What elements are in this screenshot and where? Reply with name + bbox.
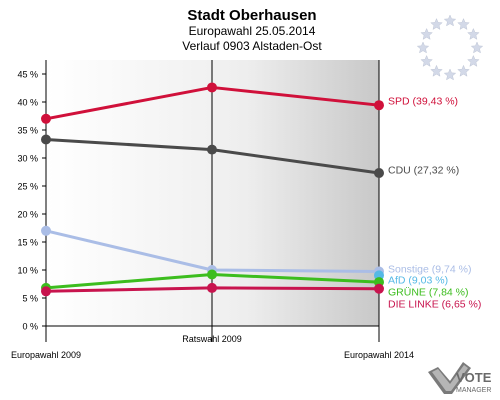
data-point bbox=[374, 283, 384, 294]
data-point bbox=[41, 286, 51, 297]
data-point bbox=[207, 282, 217, 293]
series-label: SPD (39,43 %) bbox=[388, 96, 458, 108]
y-tick-label: 0 % bbox=[22, 322, 38, 332]
logo-subtext: MANAGER bbox=[456, 387, 491, 394]
star-icon bbox=[420, 54, 433, 67]
data-point bbox=[41, 113, 51, 124]
y-tick-label: 10 % bbox=[17, 266, 38, 276]
chart-title: Stadt Oberhausen bbox=[187, 7, 316, 24]
star-icon bbox=[443, 68, 457, 81]
logo-text: VOTE bbox=[456, 370, 492, 385]
vote-manager-logo: VOTE MANAGER bbox=[428, 362, 492, 394]
data-point bbox=[207, 82, 217, 93]
series-group bbox=[41, 82, 384, 297]
series-labels: SPD (39,43 %) CDU (27,32 %) Sonstige (9,74… bbox=[388, 96, 481, 311]
y-axis-ticks: 0 % 5 % 10 % 15 % 20 % 25 % 30 % 35 % 40 % 45 % bbox=[17, 70, 46, 332]
x-tick-label: Europawahl 2014 bbox=[344, 350, 414, 360]
data-point bbox=[41, 225, 51, 236]
star-icon bbox=[443, 14, 457, 27]
y-tick-label: 15 % bbox=[17, 238, 38, 248]
star-icon bbox=[430, 64, 443, 77]
data-point bbox=[374, 168, 384, 179]
star-icon bbox=[457, 17, 470, 30]
star-icon bbox=[416, 41, 430, 54]
chart-subtitle-2: Verlauf 0903 Alstaden-Ost bbox=[182, 39, 322, 53]
series-label: CDU (27,32 %) bbox=[388, 165, 459, 177]
data-point bbox=[207, 269, 217, 280]
chart-subtitle: Europawahl 25.05.2014 bbox=[189, 24, 316, 38]
y-tick-label: 45 % bbox=[17, 70, 38, 80]
series-label: AfD (9,03 %) bbox=[388, 275, 448, 287]
x-tick-label: Europawahl 2009 bbox=[11, 350, 81, 360]
check-mark-icon bbox=[428, 362, 471, 394]
y-tick-label: 35 % bbox=[17, 126, 38, 136]
y-tick-label: 5 % bbox=[22, 294, 38, 304]
x-tick-label: Ratswahl 2009 bbox=[182, 334, 242, 344]
data-point bbox=[374, 100, 384, 111]
star-icon bbox=[430, 17, 443, 30]
y-tick-label: 40 % bbox=[17, 98, 38, 108]
series-label: GRÜNE (7,84 %) bbox=[388, 287, 469, 299]
series-label: DIE LINKE (6,65 %) bbox=[388, 299, 481, 311]
star-icon bbox=[467, 54, 480, 67]
star-icon bbox=[467, 27, 480, 40]
star-icon bbox=[470, 41, 484, 54]
eu-stars-icon bbox=[416, 14, 484, 81]
data-point bbox=[41, 134, 51, 145]
series-label: Sonstige (9,74 %) bbox=[388, 264, 471, 276]
star-icon bbox=[457, 64, 470, 77]
y-tick-label: 30 % bbox=[17, 154, 38, 164]
y-tick-label: 25 % bbox=[17, 182, 38, 192]
data-point bbox=[207, 144, 217, 155]
star-icon bbox=[420, 27, 433, 40]
y-tick-label: 20 % bbox=[17, 210, 38, 220]
